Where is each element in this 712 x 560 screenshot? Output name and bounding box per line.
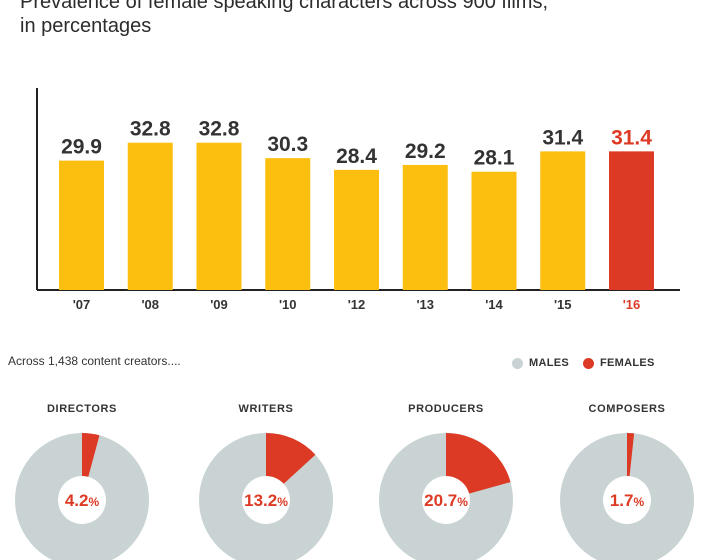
bar-value-label-3: 30.3 (267, 133, 308, 156)
legend-item-males: MALES (512, 357, 569, 369)
bar-chart: 29.9 '07 32.8 '08 32.8 '09 30.3 '10 28.4 '12 29.2 '… (36, 88, 680, 312)
legend-label-females: FEMALES (600, 357, 655, 369)
chart-title: Prevalence of female speaking characters… (20, 0, 549, 37)
x-tick-label-5: '13 (416, 297, 434, 312)
bar-value-label-1: 32.8 (130, 118, 171, 141)
bar-value-label-6: 28.1 (474, 147, 515, 170)
donut-charts: DIRECTORS 4.2% WRITERS 13.2% PRODUCERS 20.7% C… (15, 403, 694, 560)
donut-hole-1 (242, 476, 290, 524)
legend-swatch-females (583, 357, 594, 369)
bar-2 (196, 142, 242, 290)
bar-value-label-8: 31.4 (611, 126, 652, 149)
donut-title-2: PRODUCERS (408, 403, 484, 415)
donut-title-1: WRITERS (239, 403, 294, 415)
x-tick-label-7: '15 (554, 297, 572, 312)
legend-item-females: FEMALES (583, 357, 655, 369)
bar-0 (59, 160, 104, 290)
bar-7 (540, 151, 586, 290)
legend-swatch-males (512, 357, 523, 369)
donut-hole-0 (58, 476, 106, 524)
donut-title-3: COMPOSERS (589, 403, 666, 415)
x-tick-label-0: '07 (73, 297, 91, 312)
x-tick-label-6: '14 (485, 297, 503, 312)
donut-hole-3 (603, 476, 651, 524)
bar-3 (265, 158, 311, 290)
x-tick-label-8: '16 (623, 297, 641, 312)
creators-note: Across 1,438 content creators.... (8, 354, 181, 368)
bar-1 (127, 142, 173, 290)
x-tick-label-3: '10 (279, 297, 297, 312)
donut-pct-label-3: 1.7% (610, 491, 645, 510)
x-tick-label-4: '12 (348, 297, 366, 312)
bar-6 (471, 171, 517, 290)
bar-value-label-5: 29.2 (405, 140, 446, 163)
legend: MALES FEMALES (512, 357, 669, 369)
donut-pct-label-0: 4.2% (65, 491, 100, 510)
bar-value-label-0: 29.9 (61, 136, 102, 159)
bar-value-label-4: 28.4 (336, 145, 377, 168)
bar-value-label-7: 31.4 (542, 126, 583, 149)
donut-title-0: DIRECTORS (47, 403, 117, 415)
donut-hole-2 (422, 476, 470, 524)
x-tick-label-1: '08 (141, 297, 159, 312)
x-tick-label-2: '09 (210, 297, 228, 312)
donut-pct-label-2: 20.7% (424, 491, 468, 510)
bar-4 (334, 169, 379, 290)
bar-value-label-2: 32.8 (199, 118, 240, 141)
legend-label-males: MALES (529, 357, 569, 369)
donut-pct-label-1: 13.2% (244, 491, 288, 510)
bar-5 (402, 164, 448, 290)
bar-8 (609, 151, 654, 290)
